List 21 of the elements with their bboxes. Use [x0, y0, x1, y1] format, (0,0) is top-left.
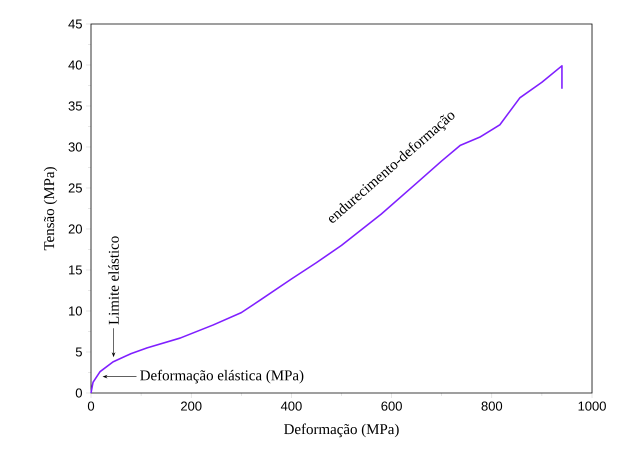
- y-tick-label: 30: [68, 142, 82, 152]
- line-series: [90, 65, 563, 394]
- x-tick-label: 200: [181, 402, 202, 411]
- x-tick-label: 600: [381, 402, 402, 411]
- y-tick-label: 20: [68, 224, 82, 234]
- y-tick-label: 15: [69, 265, 82, 275]
- x-tick-label: 400: [280, 402, 302, 411]
- x-tick-label: 0: [88, 402, 94, 411]
- y-axis-title: Tensão (MPa): [44, 167, 58, 250]
- x-axis-title: Deformação (MPa): [284, 424, 399, 438]
- y-tick-label: 10: [69, 306, 82, 316]
- x-tick-label: 800: [482, 402, 502, 411]
- y-tick-label: 5: [76, 347, 82, 357]
- y-tick-label: 0: [76, 388, 82, 398]
- y-tick-label: 45: [68, 19, 82, 29]
- annotation: Deformação elástica (MPa): [140, 370, 304, 384]
- y-tick-label: 25: [68, 183, 82, 193]
- x-tick-label: 1000: [578, 402, 606, 411]
- annotation: Limite elástico: [108, 236, 119, 325]
- y-tick-label: 35: [68, 101, 82, 111]
- y-tick-label: 40: [68, 60, 82, 70]
